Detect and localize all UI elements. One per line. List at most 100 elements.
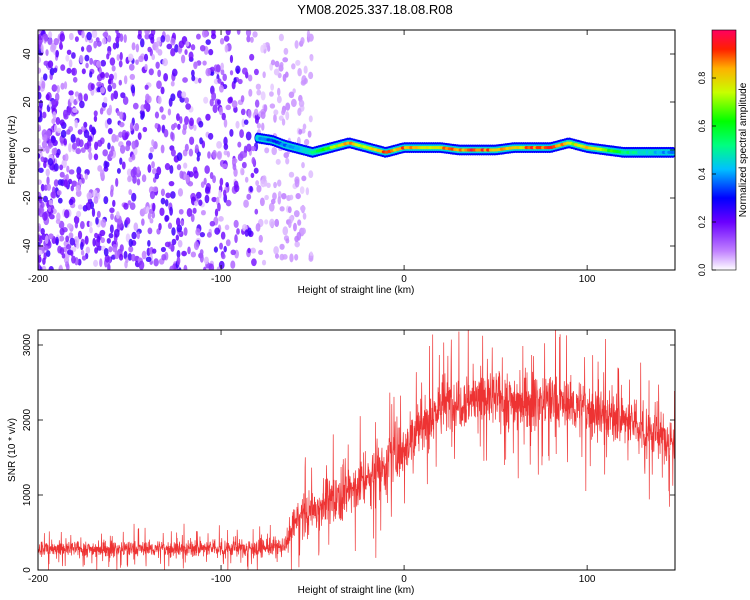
noise-blob: [287, 206, 292, 214]
noise-blob: [195, 191, 202, 199]
noise-blob: [218, 84, 224, 93]
noise-blob: [103, 247, 109, 257]
noise-blob: [186, 207, 193, 217]
noise-blob: [277, 196, 282, 205]
noise-blob: [289, 253, 294, 263]
noise-blob: [230, 249, 236, 256]
noise-blob: [147, 239, 151, 247]
noise-blob: [299, 186, 305, 195]
noise-blob: [123, 250, 128, 260]
noise-blob: [155, 61, 160, 69]
noise-blob: [103, 196, 109, 205]
noise-blob: [157, 96, 162, 105]
noise-blob: [225, 30, 231, 36]
noise-blob: [95, 216, 99, 225]
noise-blob: [216, 266, 221, 270]
noise-blob: [278, 33, 284, 42]
noise-blob: [223, 136, 228, 146]
noise-blob: [63, 138, 67, 146]
noise-blob: [216, 150, 223, 160]
noise-blob: [125, 257, 129, 264]
noise-blob: [178, 208, 184, 215]
noise-blob: [154, 122, 159, 129]
noise-blob: [53, 67, 58, 73]
noise-blob: [175, 234, 179, 241]
noise-blob: [55, 236, 59, 246]
noise-blob: [43, 60, 49, 66]
noise-blob: [52, 186, 56, 196]
noise-blob: [119, 157, 123, 165]
noise-blob: [109, 224, 114, 234]
noise-blob: [151, 168, 158, 175]
noise-blob: [95, 37, 100, 43]
noise-blob: [168, 97, 173, 107]
noise-blob: [113, 90, 119, 100]
noise-blob: [298, 99, 305, 108]
noise-blob: [199, 231, 206, 238]
spectrogram-ylabel: Frequency (Hz): [7, 116, 18, 185]
noise-blob: [45, 168, 50, 177]
noise-blob: [295, 192, 301, 200]
noise-blob: [245, 30, 252, 37]
noise-blob: [273, 109, 279, 116]
noise-blob: [118, 79, 123, 86]
noise-blob: [68, 232, 74, 239]
noise-blob: [161, 253, 167, 261]
spectrogram-ytick-label: 20: [22, 96, 33, 108]
noise-blob: [94, 247, 99, 254]
noise-blob: [84, 54, 90, 62]
noise-blob: [114, 250, 120, 260]
noise-blob: [158, 222, 162, 231]
noise-blob: [260, 111, 266, 120]
noise-blob: [38, 85, 41, 92]
noise-blob: [295, 59, 301, 66]
noise-blob: [217, 202, 221, 212]
noise-blob: [38, 261, 41, 270]
snr-frame: [37, 329, 676, 571]
noise-blob: [285, 238, 290, 244]
noise-blob: [51, 99, 57, 106]
noise-blob: [250, 36, 254, 43]
noise-blob: [96, 81, 102, 88]
noise-blob: [299, 205, 306, 212]
noise-blob: [38, 43, 41, 51]
noise-blob: [80, 249, 85, 256]
noise-blob: [256, 185, 262, 193]
noise-blob: [306, 30, 311, 38]
noise-blob: [93, 153, 99, 161]
noise-blob: [285, 157, 290, 165]
page-title: YM08.2025.337.18.08.R08: [297, 2, 453, 17]
noise-blob: [308, 115, 313, 123]
noise-blob: [169, 164, 174, 174]
noise-blob: [195, 228, 201, 236]
noise-blob: [100, 237, 105, 244]
noise-blob: [85, 246, 91, 254]
noise-blob: [141, 250, 147, 260]
noise-blob: [255, 222, 261, 232]
noise-blob: [180, 54, 186, 64]
noise-blob: [141, 111, 146, 119]
noise-blob: [199, 254, 204, 263]
noise-blob: [128, 238, 133, 247]
noise-blob: [177, 123, 181, 130]
noise-blob: [140, 38, 145, 48]
noise-blob: [205, 113, 211, 121]
noise-blob: [254, 117, 259, 124]
noise-blob: [193, 61, 198, 70]
noise-blob: [40, 44, 44, 53]
noise-blob: [164, 241, 171, 248]
noise-blob: [59, 247, 65, 255]
noise-blob: [80, 241, 84, 251]
noise-blob: [53, 163, 59, 172]
noise-blob: [81, 255, 87, 261]
noise-blob: [76, 172, 82, 180]
noise-blob: [176, 224, 183, 233]
noise-blob: [219, 177, 224, 186]
noise-blob: [144, 53, 149, 62]
noise-blob: [216, 141, 222, 149]
noise-blob: [43, 33, 48, 42]
snr-xlabel: Height of straight line (km): [298, 585, 415, 596]
noise-blob: [213, 246, 218, 253]
noise-blob: [127, 253, 133, 261]
noise-blob: [200, 210, 206, 216]
